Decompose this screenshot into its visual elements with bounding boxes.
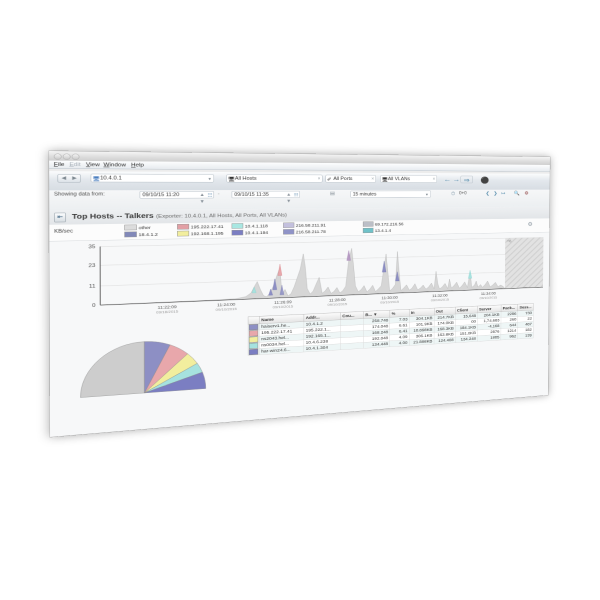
svg-text:09/10/2015: 09/10/2015	[216, 307, 238, 312]
svg-text:09/10/2015: 09/10/2015	[480, 295, 498, 299]
svg-text:11: 11	[89, 284, 96, 289]
svg-text:09/10/2015: 09/10/2015	[380, 300, 399, 305]
svg-text:09/10/2015: 09/10/2015	[431, 298, 450, 303]
svg-text:09/18/2015: 09/18/2015	[156, 309, 179, 314]
svg-text:0: 0	[92, 303, 96, 308]
svg-text:23: 23	[88, 264, 96, 269]
svg-text:09/10/2015: 09/10/2015	[328, 302, 348, 307]
svg-text:09/10/2015: 09/10/2015	[273, 304, 294, 309]
svg-text:35: 35	[88, 245, 96, 250]
svg-text:+6: +6	[507, 239, 512, 243]
